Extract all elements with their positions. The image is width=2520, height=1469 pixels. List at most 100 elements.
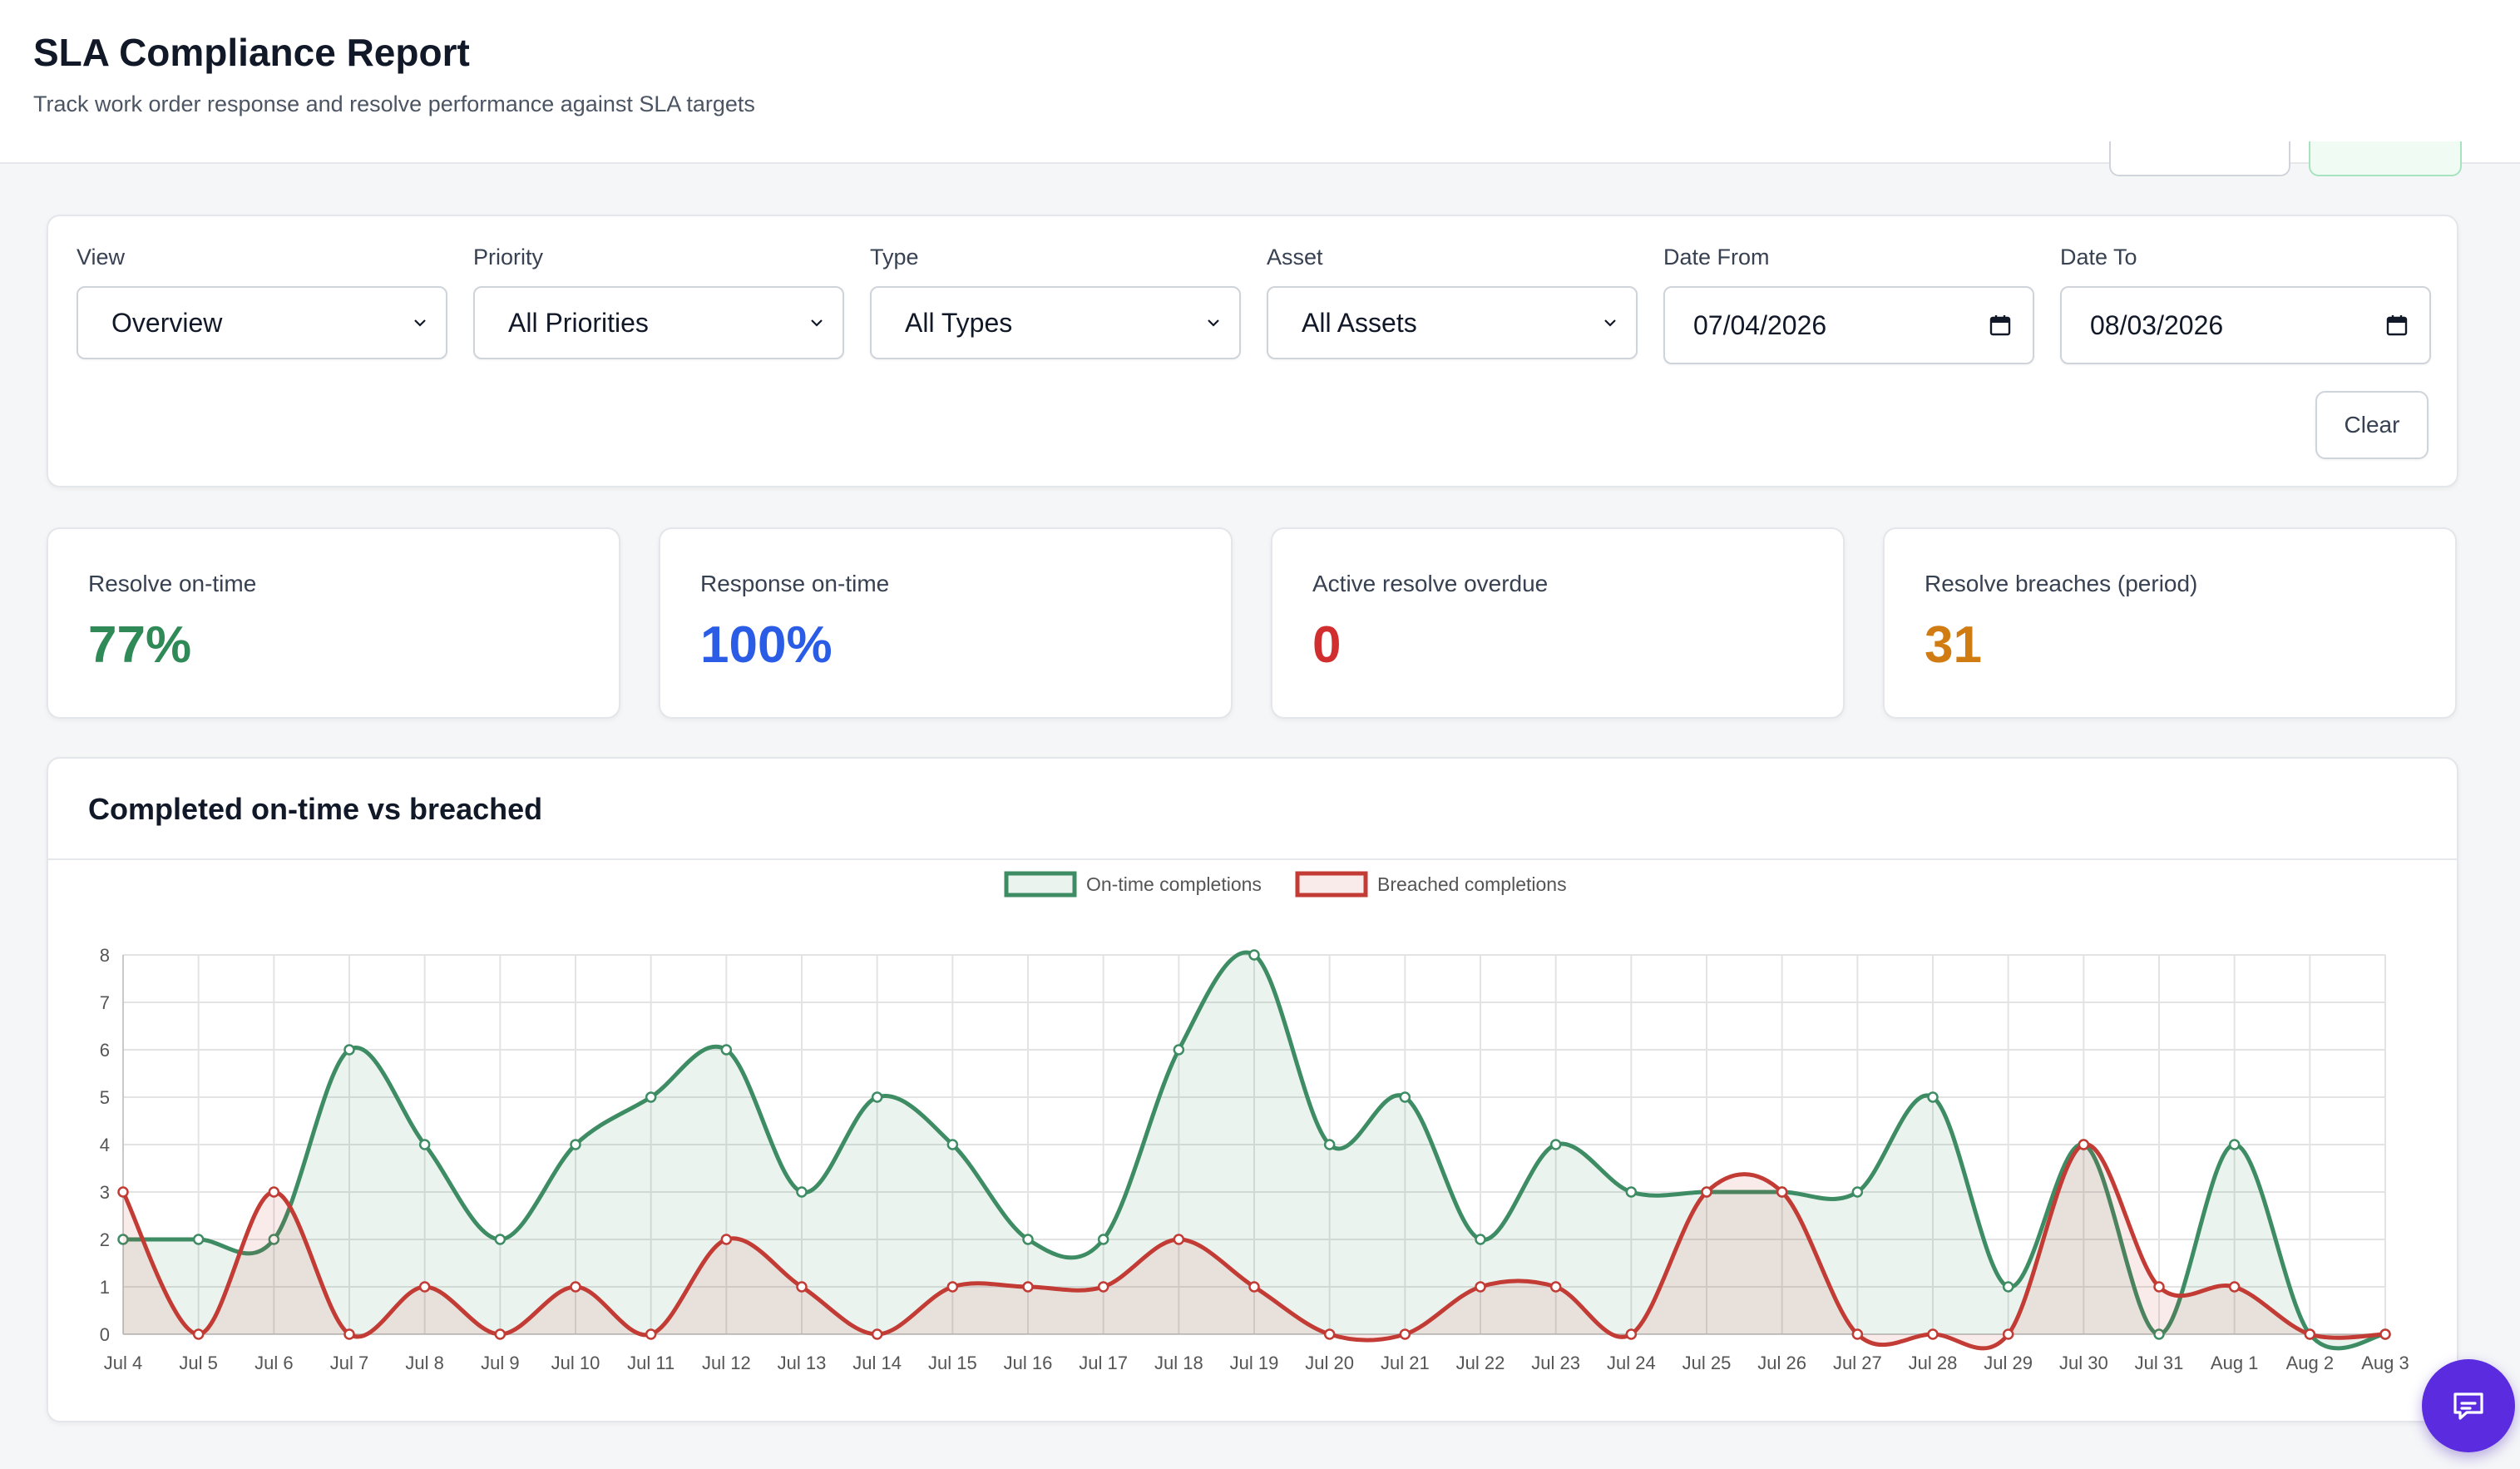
- data-point: [1475, 1234, 1486, 1245]
- data-point: [570, 1139, 581, 1150]
- page-title: SLA Compliance Report: [33, 31, 470, 74]
- data-point: [1549, 1281, 1562, 1293]
- kpi-label: Resolve breaches (period): [1925, 571, 2198, 596]
- data-point: [1097, 1234, 1109, 1245]
- data-point: [192, 1328, 205, 1340]
- data-point: [2228, 1139, 2241, 1150]
- series-area: [123, 952, 2385, 1348]
- date-from-input[interactable]: 07/04/2026: [1663, 286, 2034, 364]
- calendar-icon[interactable]: [2384, 313, 2409, 338]
- asset-filter: Asset All Assets: [1267, 245, 1638, 359]
- data-point: [946, 1281, 959, 1293]
- x-tick-label: Jul 7: [330, 1353, 368, 1373]
- series-line: [123, 950, 2386, 1351]
- x-tick-label: Jul 17: [1079, 1353, 1128, 1373]
- data-point: [796, 1186, 808, 1198]
- data-point: [1625, 1186, 1638, 1198]
- chart-title: Completed on-time vs breached: [88, 792, 543, 826]
- type-value: All Types: [905, 307, 1013, 338]
- view-select[interactable]: Overview: [77, 286, 447, 359]
- data-point: [2153, 1328, 2165, 1340]
- x-tick-label: Jul 19: [1230, 1353, 1279, 1373]
- x-tick-label: Jul 21: [1381, 1353, 1430, 1373]
- data-point: [268, 1234, 280, 1245]
- data-point: [418, 1139, 431, 1150]
- x-tick-label: Jul 26: [1757, 1353, 1806, 1373]
- y-tick-label: 6: [100, 1040, 110, 1061]
- x-tick-label: Jul 22: [1456, 1353, 1505, 1373]
- data-point: [117, 1234, 129, 1245]
- y-tick-label: 7: [100, 992, 110, 1013]
- chat-bubble-icon: [2453, 1392, 2483, 1420]
- priority-label: Priority: [473, 245, 544, 270]
- x-tick-label: Jul 27: [1833, 1353, 1882, 1373]
- data-point: [871, 1328, 883, 1340]
- data-point: [871, 1091, 883, 1103]
- priority-select[interactable]: All Priorities: [473, 286, 844, 359]
- date-from-filter: Date From 07/04/2026: [1663, 245, 2034, 364]
- filters-panel: View Overview Priority All Priorities Ty…: [47, 215, 2458, 487]
- view-value: Overview: [111, 307, 223, 338]
- x-tick-label: Jul 12: [702, 1353, 751, 1373]
- data-point: [117, 1186, 129, 1198]
- kpi-label: Active resolve overdue: [1312, 571, 1549, 596]
- x-tick-label: Jul 14: [852, 1353, 902, 1373]
- data-point: [1776, 1186, 1788, 1198]
- date-to-value: 08/03/2026: [2090, 309, 2224, 340]
- header-action-button[interactable]: [2109, 141, 2290, 176]
- x-tick-label: Jul 28: [1909, 1353, 1958, 1373]
- kpi-value: 31: [1925, 616, 1982, 674]
- chat-button[interactable]: [2422, 1359, 2515, 1452]
- x-tick-label: Jul 8: [405, 1353, 443, 1373]
- x-tick-label: Jul 24: [1607, 1353, 1656, 1373]
- type-select[interactable]: All Types: [870, 286, 1241, 359]
- x-tick-label: Jul 11: [627, 1353, 674, 1373]
- legend-label: Breached completions: [1377, 873, 1567, 895]
- x-tick-label: Jul 30: [2059, 1353, 2108, 1373]
- data-point: [268, 1186, 280, 1198]
- date-from-value: 07/04/2026: [1693, 309, 1827, 340]
- data-point: [1625, 1328, 1638, 1340]
- data-point: [1097, 1281, 1109, 1293]
- data-point: [2002, 1281, 2014, 1293]
- date-to-input[interactable]: 08/03/2026: [2060, 286, 2431, 364]
- data-point: [1927, 1091, 1939, 1103]
- priority-value: All Priorities: [508, 307, 649, 338]
- x-tick-label: Jul 31: [2135, 1353, 2184, 1373]
- data-point: [2379, 1328, 2391, 1340]
- data-point: [343, 1044, 355, 1056]
- date-to-filter: Date To 08/03/2026: [2060, 245, 2431, 364]
- data-point: [645, 1091, 657, 1103]
- calendar-icon[interactable]: [1988, 313, 2013, 338]
- data-point: [796, 1281, 808, 1293]
- data-point: [343, 1328, 355, 1340]
- x-tick-label: Jul 5: [179, 1353, 217, 1373]
- data-point: [1399, 1328, 1411, 1340]
- chevron-down-icon: [414, 319, 426, 327]
- kpi-card-active-resolve-overdue: Active resolve overdue 0: [1271, 527, 1845, 719]
- asset-value: All Assets: [1302, 307, 1417, 338]
- priority-filter: Priority All Priorities: [473, 245, 844, 359]
- data-point: [1248, 1281, 1260, 1293]
- data-point: [2228, 1281, 2241, 1293]
- header-primary-button[interactable]: [2309, 141, 2462, 176]
- chevron-down-icon: [1604, 319, 1616, 327]
- x-tick-label: Jul 20: [1305, 1353, 1354, 1373]
- x-tick-label: Aug 1: [2211, 1353, 2259, 1373]
- clear-button[interactable]: Clear: [2315, 391, 2429, 459]
- data-point: [1323, 1328, 1336, 1340]
- asset-label: Asset: [1267, 245, 1323, 270]
- data-point: [1475, 1281, 1486, 1293]
- chart-card: Completed on-time vs breached 0 1 2 3 4 5 6 7 8 J…: [47, 757, 2458, 1422]
- line-chart: 0 1 2 3 4 5 6 7 8 Jul 4 Jul 5 Jul 6 Jul 7 Jul 8 Jul 9 J…: [100, 871, 2409, 1373]
- data-point: [192, 1234, 205, 1245]
- legend-swatch: [1295, 871, 1368, 898]
- divider: [48, 858, 2457, 860]
- kpi-value: 100%: [700, 616, 833, 674]
- data-point: [1851, 1186, 1864, 1198]
- data-point: [1173, 1044, 1185, 1056]
- asset-select[interactable]: All Assets: [1267, 286, 1638, 359]
- date-from-label: Date From: [1663, 245, 1770, 270]
- x-tick-label: Jul 16: [1004, 1353, 1053, 1373]
- page-header: SLA Compliance Report Track work order r…: [0, 0, 2520, 176]
